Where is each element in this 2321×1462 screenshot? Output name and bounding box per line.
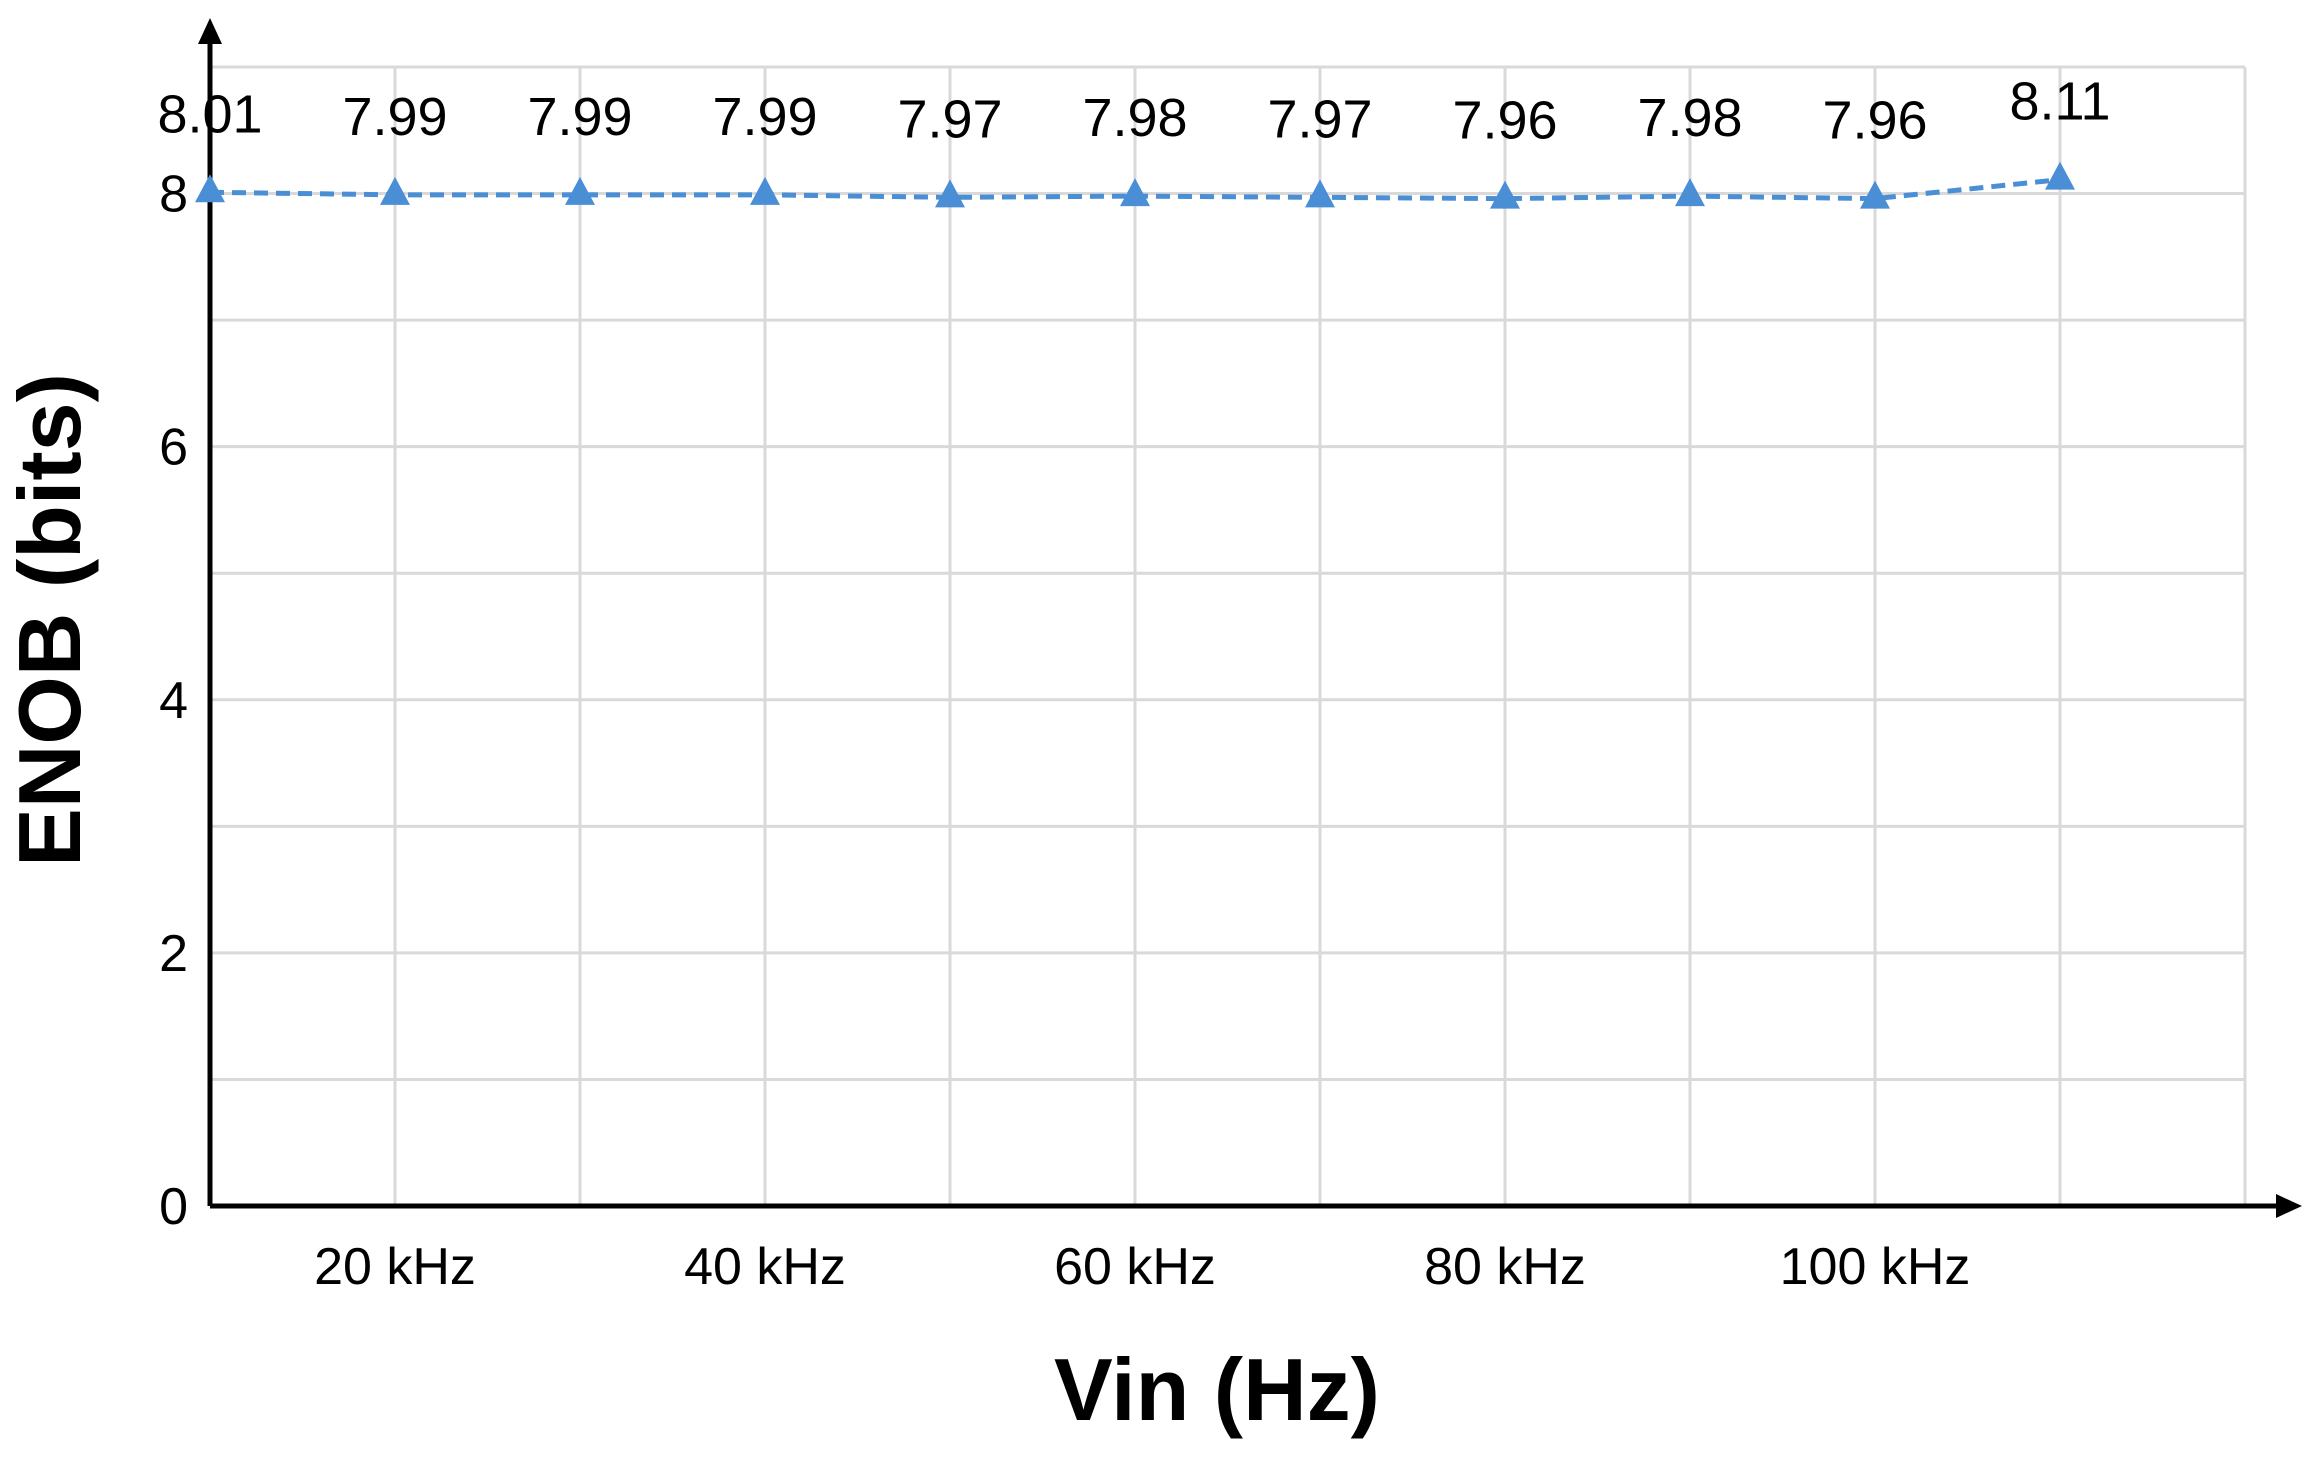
x-tick-label: 40 kHz <box>684 1238 846 1296</box>
data-label: 7.98 <box>1082 88 1187 148</box>
data-label: 7.97 <box>897 89 1002 149</box>
data-point <box>1120 178 1150 207</box>
data-point <box>1305 179 1335 208</box>
data-label: 7.97 <box>1267 89 1372 149</box>
data-point <box>565 176 595 205</box>
x-tick-label: 20 kHz <box>314 1238 476 1296</box>
data-point <box>935 179 965 208</box>
x-axis-title: Vin (Hz) <box>1054 1340 1380 1439</box>
data-label: 8.11 <box>2009 72 2110 132</box>
data-label: 8.01 <box>157 84 262 144</box>
x-tick-label: 100 kHz <box>1780 1238 1971 1296</box>
data-point <box>380 176 410 205</box>
data-point <box>1860 180 1890 209</box>
data-point <box>2045 161 2075 190</box>
y-axis-arrow <box>198 18 222 44</box>
data-label: 7.98 <box>1637 88 1742 148</box>
data-label: 7.99 <box>712 87 817 147</box>
data-point <box>1490 180 1520 209</box>
data-point <box>750 176 780 205</box>
x-axis-arrow <box>2276 1194 2302 1218</box>
y-tick-label: 4 <box>159 672 188 730</box>
y-axis-title: ENOB (bits) <box>0 373 99 867</box>
data-label: 7.96 <box>1822 91 1927 151</box>
x-tick-label: 60 kHz <box>1054 1238 1216 1296</box>
data-label: 7.99 <box>527 87 632 147</box>
y-tick-label: 2 <box>159 925 188 983</box>
y-tick-label: 0 <box>159 1178 188 1236</box>
data-label: 7.96 <box>1452 91 1557 151</box>
x-tick-label: 80 kHz <box>1424 1238 1586 1296</box>
data-point <box>1675 178 1705 207</box>
data-label: 7.99 <box>342 87 447 147</box>
data-point <box>195 174 225 203</box>
y-tick-label: 8 <box>159 166 188 224</box>
y-tick-label: 6 <box>159 419 188 477</box>
